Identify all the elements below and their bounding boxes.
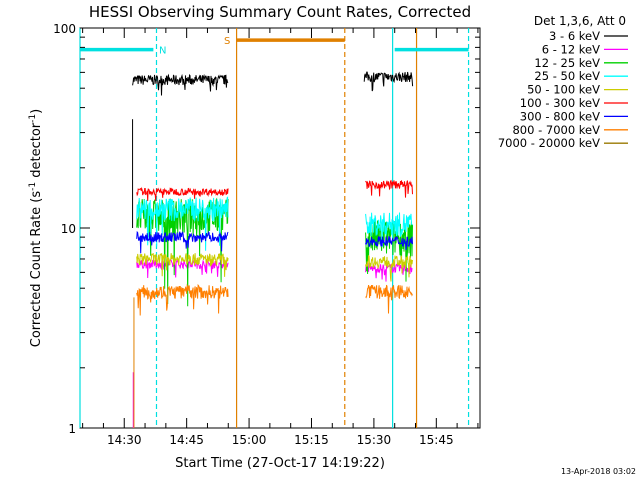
series-line <box>136 259 229 279</box>
legend-title: Det 1,3,6, Att 0 <box>534 14 626 28</box>
series-line <box>363 71 414 92</box>
state-bars: NS <box>80 36 469 57</box>
series-line <box>365 236 413 251</box>
series-line <box>136 197 229 307</box>
series-line <box>365 254 413 282</box>
legend-label: 100 - 300 keV <box>520 96 600 110</box>
y-axis-label-superscript: -1 <box>28 114 38 123</box>
x-axis-label: Start Time (27-Oct-17 14:19:22) <box>175 456 385 471</box>
series-line <box>136 186 229 202</box>
series-line <box>132 73 229 96</box>
series-line <box>136 253 229 277</box>
series-line <box>365 220 413 282</box>
series-line <box>365 284 413 314</box>
legend-label: 12 - 25 keV <box>534 56 600 70</box>
legend-label: 3 - 6 keV <box>549 29 600 43</box>
x-tick-label: 14:30 <box>107 433 142 447</box>
x-tick-label: 15:45 <box>419 433 454 447</box>
y-axis-label-part: detector <box>29 122 44 182</box>
y-tick-label: 100 <box>53 22 76 36</box>
y-tick-label: 1 <box>68 422 76 436</box>
chart-title: HESSI Observing Summary Count Rates, Cor… <box>89 3 471 21</box>
plot-frame <box>79 27 481 429</box>
axis-ticks: 1 10 100 14:30 14:45 15:00 15:15 15:30 15:45 <box>53 22 480 447</box>
x-tick-label: 15:15 <box>294 433 329 447</box>
series-line <box>136 196 229 251</box>
y-axis-label-part: ) <box>29 109 44 114</box>
legend-label: 25 - 50 keV <box>534 69 600 83</box>
legend-label: 800 - 7000 keV <box>512 123 600 137</box>
y-axis-label: Corrected Count Rate (s-1 detector-1) <box>28 109 44 347</box>
y-axis-label-superscript: -1 <box>28 182 38 191</box>
legend-label: 300 - 800 keV <box>520 109 600 123</box>
state-bar-label: N <box>159 46 166 57</box>
legend-label: 7000 - 20000 keV <box>498 136 600 150</box>
legend-label: 6 - 12 keV <box>542 42 600 56</box>
x-tick-label: 15:30 <box>357 433 392 447</box>
series-line <box>136 230 229 254</box>
series-line <box>365 179 413 198</box>
state-bar-label: S <box>224 36 230 47</box>
y-tick-label: 10 <box>61 222 76 236</box>
time-markers <box>79 28 470 428</box>
timestamp: 13-Apr-2018 03:02 <box>561 467 636 476</box>
series-lines <box>132 71 414 428</box>
x-tick-label: 15:00 <box>232 433 267 447</box>
series-line <box>136 283 229 316</box>
legend-label: 50 - 100 keV <box>527 83 600 97</box>
series-line <box>365 262 413 282</box>
x-tick-label: 14:45 <box>169 433 204 447</box>
series-line <box>365 212 413 248</box>
y-axis-label-part: Corrected Count Rate (s <box>29 191 44 348</box>
